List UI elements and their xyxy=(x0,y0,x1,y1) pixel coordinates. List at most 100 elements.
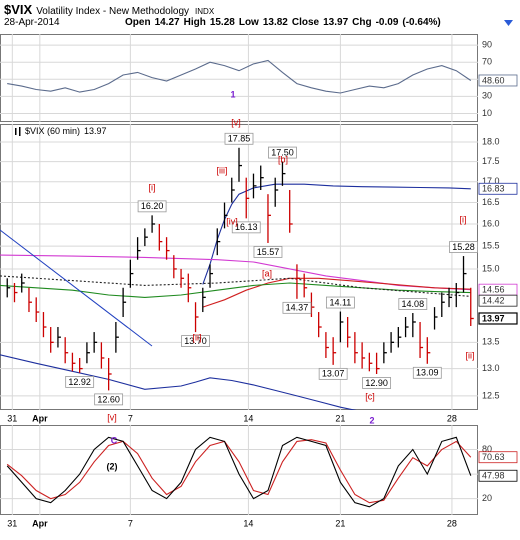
legend-icon xyxy=(19,127,21,136)
x-tick-label: Apr xyxy=(32,413,48,423)
y-tick-label: 90 xyxy=(482,39,492,49)
y-tick-label: 15.5 xyxy=(482,240,500,250)
legend-value: 13.97 xyxy=(84,126,107,136)
callout-box xyxy=(224,132,254,145)
end-label: 13.97 xyxy=(482,313,505,323)
series-line xyxy=(6,436,472,508)
y-tick-label: 13.5 xyxy=(482,337,500,347)
wave-label: [i] xyxy=(148,182,155,192)
wave-label: [c] xyxy=(365,391,375,401)
quote-label: High xyxy=(183,17,206,28)
wave-label: (2) xyxy=(107,461,118,471)
wave-label: 1 xyxy=(230,89,235,99)
trendline xyxy=(0,229,153,347)
wave-label: 2 xyxy=(369,415,374,425)
x-tick-label: 21 xyxy=(335,413,345,423)
end-label: 48.60 xyxy=(482,75,505,85)
panel xyxy=(0,34,478,122)
y-tick-label: 70 xyxy=(482,57,492,67)
callout-box xyxy=(412,366,442,379)
end-label: 14.56 xyxy=(482,285,505,295)
callout-label: 14.37 xyxy=(286,303,309,313)
instrument-name: Volatility Index - New Methodology xyxy=(36,6,190,17)
y-tick-label: 12.5 xyxy=(482,390,500,400)
panel xyxy=(0,425,478,515)
callout-box xyxy=(137,200,167,213)
quote-value: 13.82 xyxy=(262,17,288,28)
wave-label: [ii] xyxy=(193,332,202,342)
callout-label: 16.20 xyxy=(141,201,164,211)
panel-content xyxy=(0,425,478,515)
panel-content xyxy=(0,34,478,122)
y-tick-label: 17.5 xyxy=(482,156,500,166)
legend-name: $VIX (60 min) xyxy=(25,126,80,136)
callout-label: 12.60 xyxy=(97,394,120,404)
quote-label: Open xyxy=(125,17,151,28)
wave-label: [ii] xyxy=(466,350,475,360)
overlay-line xyxy=(0,354,357,410)
wave-label: [b] xyxy=(278,154,288,164)
x-tick-label: 7 xyxy=(128,518,133,528)
x-tick-label: 7 xyxy=(128,413,133,423)
callout-box xyxy=(362,377,392,389)
change-percent: (-0.64%) xyxy=(402,17,441,28)
x-tick-label: 14 xyxy=(243,518,253,528)
callout-box xyxy=(231,221,261,234)
callout-box xyxy=(253,246,283,258)
y-tick-label: 16.0 xyxy=(482,218,500,228)
callout-box xyxy=(65,376,95,388)
legend-label: $VIX (60 min) 13.97 xyxy=(25,126,107,136)
quote-value: 15.28 xyxy=(209,17,235,28)
y-tick-label: 17.0 xyxy=(482,176,500,186)
x-tick-label: 28 xyxy=(447,518,457,528)
quote-label: Close xyxy=(291,17,320,28)
legend-icon xyxy=(15,128,17,135)
callout-label: 13.07 xyxy=(322,369,345,379)
legend: $VIX (60 min) 13.97 xyxy=(15,126,107,136)
callout-label: 15.57 xyxy=(257,247,280,257)
y-tick-label: 30 xyxy=(482,91,492,101)
exchange: INDX xyxy=(195,7,215,16)
end-label-box xyxy=(478,451,518,464)
end-label: 16.83 xyxy=(482,184,505,194)
callout-box xyxy=(181,335,210,347)
y-tick-label: 16.5 xyxy=(482,197,500,207)
end-label: 14.42 xyxy=(482,296,505,306)
series-line xyxy=(6,439,472,504)
x-tick-label: 31 xyxy=(7,413,17,423)
end-label-box xyxy=(478,294,518,307)
overlay-line xyxy=(202,277,471,308)
y-tick-label: 15.0 xyxy=(482,263,500,273)
y-tick-label: 10 xyxy=(482,108,492,118)
wave-label: [v] xyxy=(107,412,117,422)
callout-label: 12.90 xyxy=(365,378,388,388)
wave-label: [iv] xyxy=(226,216,238,226)
wave-label: [iii] xyxy=(217,165,228,175)
quote-value: -0.09 xyxy=(375,17,399,28)
x-tick-label: 28 xyxy=(447,413,457,423)
callout-box xyxy=(282,301,312,314)
end-label: 47.98 xyxy=(482,471,505,481)
callout-box xyxy=(94,393,124,406)
x-tick-label: 14 xyxy=(243,413,253,423)
y-tick-label: 18.0 xyxy=(482,136,500,146)
callout-label: 15.28 xyxy=(452,242,475,252)
series-line xyxy=(7,59,472,94)
callout-box xyxy=(449,241,478,253)
quote-value: 13.97 xyxy=(323,17,349,28)
callout-label: 13.09 xyxy=(416,368,439,378)
end-label-box xyxy=(478,469,518,482)
callout-box xyxy=(325,296,355,309)
date: 28-Apr-2014 xyxy=(4,17,60,28)
wave-label: C xyxy=(111,435,118,445)
x-tick-label: Apr xyxy=(32,518,48,528)
callout-label: 13.70 xyxy=(184,336,207,346)
x-tick-label: 31 xyxy=(7,518,17,528)
end-label-box xyxy=(478,312,518,325)
overlay-line xyxy=(0,275,471,297)
y-tick-label: 13.0 xyxy=(482,363,500,373)
end-label-box xyxy=(478,74,518,87)
callout-label: 14.11 xyxy=(329,297,351,307)
